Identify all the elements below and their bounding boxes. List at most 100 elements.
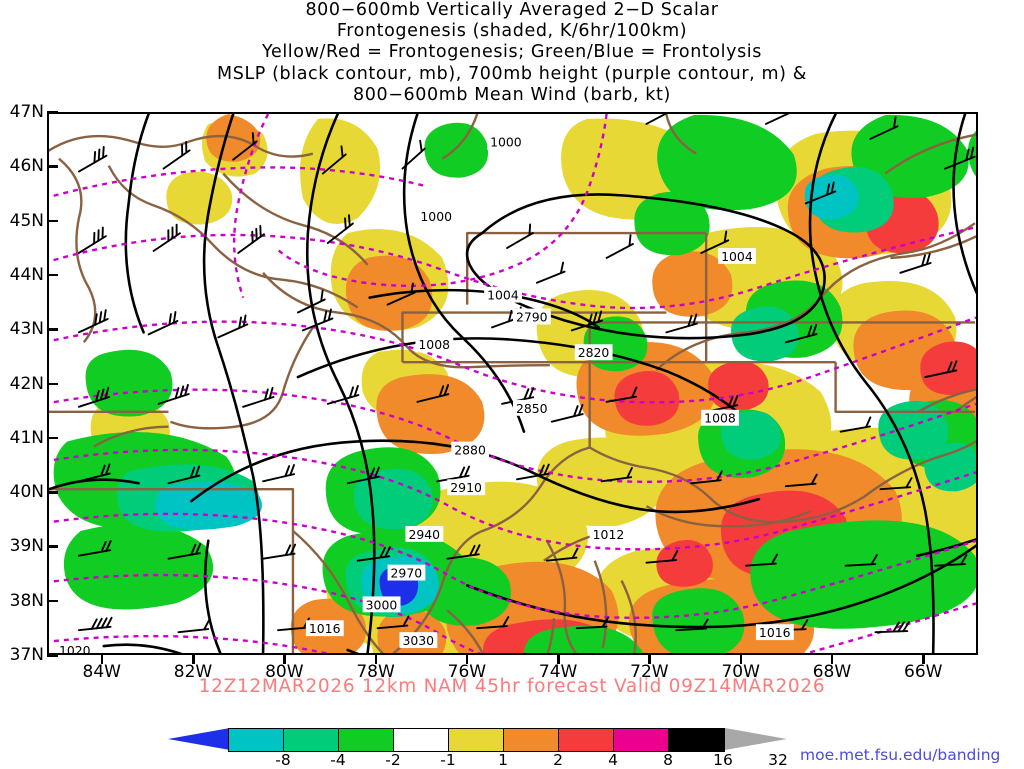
lon-tick-label: 82W [173, 662, 213, 682]
colorbar-tick-2: 2 [553, 751, 563, 769]
svg-text:2880: 2880 [454, 442, 486, 457]
colorbar-tick--2: -2 [385, 751, 401, 769]
colorbar-tick--4: -4 [330, 751, 346, 769]
mslp-label: 1000 [487, 133, 525, 150]
lat-tick-label: 46N [9, 156, 44, 177]
colorbar-tick-8: 8 [663, 751, 673, 769]
svg-text:2970: 2970 [391, 566, 423, 581]
svg-text:1012: 1012 [593, 527, 625, 542]
lat-tick-mark [47, 382, 58, 385]
watermark-url[interactable]: moe.met.fsu.edu/banding [800, 746, 1001, 764]
mslp-label: 1016 [305, 620, 344, 636]
map-plot-area[interactable]: 1000 1000 1004 1004 1008 1008 1012 1016 … [47, 112, 978, 655]
lon-tick-mark [830, 655, 834, 664]
mslp-label: 1008 [415, 336, 454, 352]
title-line-3: Yellow/Red = Frontogenesis; Green/Blue =… [262, 42, 762, 63]
lat-tick-mark [47, 165, 58, 168]
lon-tick-mark [739, 655, 743, 664]
svg-text:1020: 1020 [59, 643, 91, 653]
colorbar[interactable]: -8 -4 -2 -1 1 2 4 8 16 32 [0, 722, 1024, 769]
colorbar-segment-spring-green[interactable] [284, 729, 339, 751]
lat-tick-label: 44N [9, 264, 44, 285]
colorbar-tick-16: 16 [713, 751, 733, 769]
colorbar-segment-orange[interactable] [504, 729, 559, 751]
chart-title-block: 800−600mb Vertically Averaged 2−D Scalar… [0, 0, 1024, 106]
svg-text:1000: 1000 [420, 209, 452, 224]
colorbar-tick-1: 1 [498, 751, 508, 769]
lat-tick-mark [47, 328, 58, 331]
lat-tick-label: 42N [9, 373, 44, 394]
lon-tick-mark [648, 655, 651, 664]
colorbar-tick--8: -8 [275, 751, 291, 769]
colorbar-segments[interactable] [228, 728, 725, 752]
lon-tick-mark [283, 655, 286, 664]
contour-labels: 1000 1000 1004 1004 1008 1008 1012 1016 … [56, 133, 794, 653]
svg-text:1004: 1004 [487, 288, 519, 303]
lon-tick-mark [557, 655, 560, 664]
height-label: 2790 [512, 308, 551, 324]
lat-tick-label: 45N [9, 210, 44, 231]
lat-tick-label: 39N [9, 536, 44, 557]
svg-text:2820: 2820 [578, 345, 610, 360]
colorbar-segment-cyan[interactable] [229, 729, 284, 751]
lat-tick-mark [47, 654, 58, 657]
map-svg: 1000 1000 1004 1004 1008 1008 1012 1016 … [49, 114, 976, 653]
svg-text:2790: 2790 [516, 309, 548, 324]
lon-tick-mark [374, 655, 378, 664]
svg-text:2940: 2940 [408, 527, 440, 542]
colorbar-tick-4: 4 [608, 751, 618, 769]
lat-tick-mark [47, 111, 58, 114]
lat-tick-label: 37N [9, 645, 44, 665]
height-contours-700mb [49, 114, 976, 653]
svg-text:3000: 3000 [366, 597, 398, 612]
colorbar-segment-white[interactable] [394, 729, 449, 751]
lon-tick-label: 80W [265, 662, 304, 682]
lat-tick-mark [47, 436, 58, 440]
svg-text:2850: 2850 [516, 401, 548, 416]
lat-tick-mark [47, 273, 58, 277]
height-label: 3030 [399, 632, 438, 648]
mslp-label: 1000 [417, 208, 456, 224]
height-label: 2880 [451, 441, 490, 457]
lat-tick-label: 41N [9, 427, 44, 448]
height-label: 3000 [362, 596, 401, 612]
colorbar-segment-green[interactable] [339, 729, 394, 751]
title-line-5: 800−600mb Mean Wind (barb, kt) [353, 84, 671, 105]
colorbar-tick--1: -1 [440, 751, 456, 769]
mslp-label: 1012 [589, 525, 628, 542]
height-label: 2940 [405, 525, 444, 542]
lon-tick-mark [922, 655, 925, 664]
svg-text:1008: 1008 [418, 337, 450, 352]
lat-tick-mark [47, 219, 58, 223]
lon-tick-label: 76W [447, 662, 487, 682]
height-label: 2820 [574, 344, 613, 360]
svg-text:1004: 1004 [721, 249, 753, 264]
lon-tick-mark [192, 655, 195, 664]
lon-tick-label: 70W [721, 662, 760, 682]
mslp-label: 1008 [701, 409, 740, 426]
lon-tick-label: 72W [630, 662, 669, 682]
lon-tick-label: 66W [904, 662, 943, 682]
colorbar-right-arrow [725, 728, 787, 750]
lat-tick-label: 38N [9, 590, 44, 611]
colorbar-segment-magenta[interactable] [614, 729, 669, 751]
svg-text:1000: 1000 [490, 135, 522, 150]
title-line-1: 800−600mb Vertically Averaged 2−D Scalar [305, 0, 719, 20]
colorbar-segment-red[interactable] [559, 729, 614, 751]
svg-text:1016: 1016 [309, 621, 341, 636]
lat-tick-mark [47, 491, 58, 494]
lon-tick-mark [465, 655, 469, 664]
svg-text:3030: 3030 [402, 633, 434, 648]
svg-text:2910: 2910 [450, 480, 482, 495]
height-label: 2970 [387, 564, 426, 581]
colorbar-tick-32: 32 [768, 751, 788, 769]
lat-tick-mark [47, 545, 58, 548]
title-line-2: Frontogenesis (shaded, K/6hr/100km) [336, 21, 688, 42]
lon-tick-label: 78W [356, 662, 395, 682]
lon-tick-mark [100, 655, 104, 664]
colorbar-segment-yellow[interactable] [449, 729, 504, 751]
height-label: 2850 [512, 399, 551, 416]
mslp-label: 1020 [56, 643, 95, 653]
colorbar-segment-black[interactable] [669, 729, 724, 751]
lon-tick-label: 68W [812, 662, 852, 682]
